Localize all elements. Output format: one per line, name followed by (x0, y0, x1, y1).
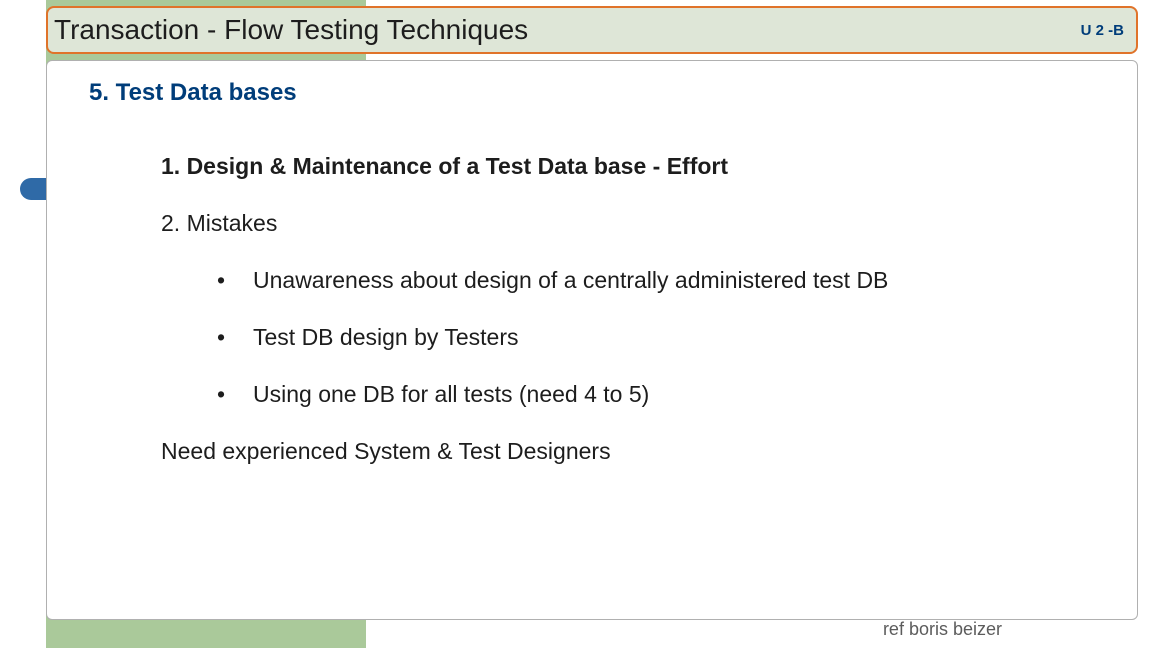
page-number: 2 (10, 599, 29, 638)
bullet-marker: • (217, 324, 253, 351)
bullet-text: Using one DB for all tests (need 4 to 5) (253, 381, 649, 408)
bullet-list: • Unawareness about design of a centrall… (217, 267, 1107, 408)
sub-list: 1. Design & Maintenance of a Test Data b… (161, 153, 1107, 465)
title-box: Transaction - Flow Testing Techniques U … (46, 6, 1138, 54)
slide-title: Transaction - Flow Testing Techniques (48, 14, 1081, 46)
bullet-marker: • (217, 267, 253, 294)
content-box: 5. Test Data bases 1. Design & Maintenan… (46, 60, 1138, 620)
bottom-reference: ref boris beizer (883, 619, 1002, 640)
slide: 2 ref boris beizer Transaction - Flow Te… (0, 0, 1152, 648)
list-item-2: 2. Mistakes (161, 210, 1107, 237)
bullet-text: Test DB design by Testers (253, 324, 518, 351)
bullet-item: • Unawareness about design of a centrall… (217, 267, 1107, 294)
closing-line: Need experienced System & Test Designers (161, 438, 1107, 465)
bullet-item: • Test DB design by Testers (217, 324, 1107, 351)
slide-code: U 2 -B (1081, 22, 1136, 39)
section-heading: 5. Test Data bases (89, 79, 1107, 107)
list-item-1: 1. Design & Maintenance of a Test Data b… (161, 153, 1107, 180)
bullet-item: • Using one DB for all tests (need 4 to … (217, 381, 1107, 408)
bullet-marker: • (217, 381, 253, 408)
bullet-text: Unawareness about design of a centrally … (253, 267, 888, 294)
